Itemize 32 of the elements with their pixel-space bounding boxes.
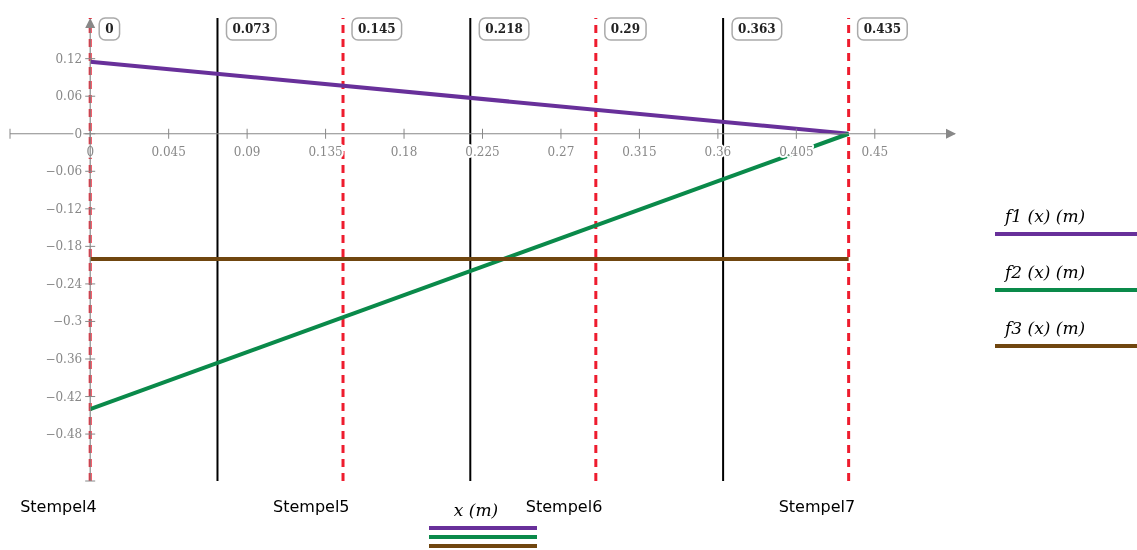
y-tick-label: −0.18 <box>45 239 83 254</box>
y-tick-label: 0.12 <box>55 51 83 66</box>
x-tick-label: 0.45 <box>861 144 889 159</box>
x-tick-label: 0.045 <box>151 144 186 159</box>
text: Stempel7 <box>778 497 856 516</box>
ref-line-label: 0.145 <box>358 22 396 36</box>
text: f3 (x) (m) <box>1003 318 1086 338</box>
y-tick-label: −0.48 <box>45 427 83 442</box>
text: f2 (x) (m) <box>1003 262 1086 282</box>
y-tick-label: −0.36 <box>45 351 83 366</box>
x-tick-label: 0.18 <box>390 144 418 159</box>
y-tick-label: 0.06 <box>55 89 83 104</box>
ref-line-label: 0.363 <box>738 22 776 36</box>
text: Stempel4 <box>20 497 97 516</box>
y-tick-label: −0.42 <box>45 389 83 404</box>
y-tick-label: −0.06 <box>45 164 83 179</box>
ref-line-label: 0.218 <box>485 22 523 36</box>
x-tick-label: 0.135 <box>308 144 343 159</box>
ref-line-label: 0 <box>105 22 114 36</box>
x-tick-label: 0.315 <box>622 144 657 159</box>
y-tick-label: −0.3 <box>53 314 83 329</box>
y-tick-label: −0.12 <box>45 201 83 216</box>
ref-line-label: 0.29 <box>610 22 641 36</box>
text: Stempel6 <box>525 497 603 516</box>
ref-line-label: 0.073 <box>232 22 271 36</box>
x-tick-label: 0.09 <box>233 144 261 159</box>
x-tick-label: 0.27 <box>547 144 575 159</box>
ref-line-label: 0.435 <box>863 22 902 36</box>
text: f1 (x) (m) <box>1003 206 1086 226</box>
x-axis-title: x (m) <box>453 500 499 520</box>
text: Stempel5 <box>273 497 350 516</box>
y-tick-label: −0.24 <box>45 276 83 291</box>
